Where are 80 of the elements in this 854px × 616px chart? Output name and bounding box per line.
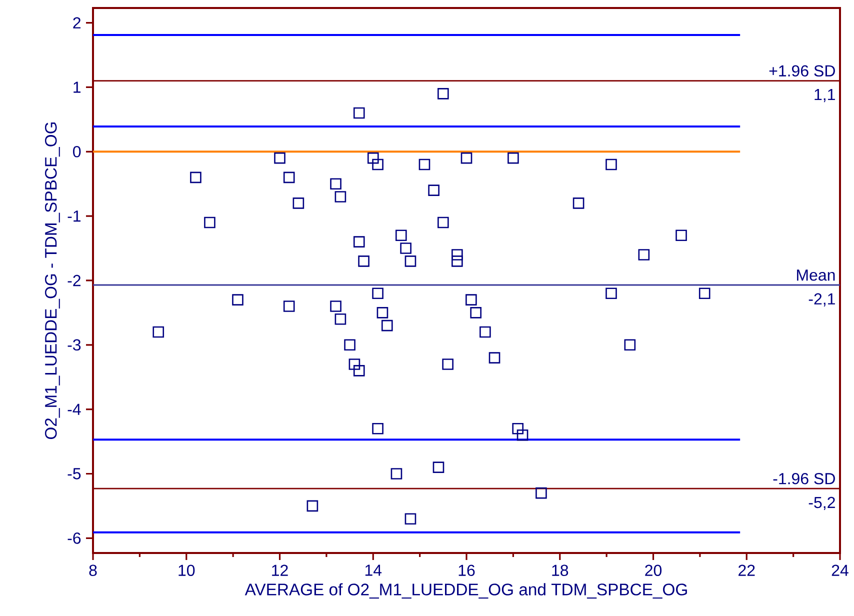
point bbox=[480, 326, 491, 338]
x-tick-label: 24 bbox=[832, 564, 848, 576]
point bbox=[381, 320, 393, 332]
point bbox=[512, 423, 524, 434]
point bbox=[452, 256, 463, 267]
x-tick-label: 10 bbox=[178, 564, 195, 576]
y-tick-label: -1 bbox=[68, 210, 81, 222]
x-tick-label: 22 bbox=[738, 564, 755, 576]
y-tick-label: -2 bbox=[68, 274, 80, 286]
x-tick-label: 12 bbox=[272, 564, 288, 576]
point bbox=[470, 307, 482, 318]
point bbox=[283, 172, 295, 184]
y-tick-label: 1 bbox=[74, 82, 81, 93]
point bbox=[428, 184, 440, 196]
point bbox=[638, 249, 650, 260]
annotation: 1,1 bbox=[814, 89, 835, 102]
point bbox=[624, 339, 636, 351]
point bbox=[344, 339, 356, 351]
point bbox=[376, 307, 388, 318]
point bbox=[442, 358, 454, 370]
point bbox=[372, 423, 384, 434]
point bbox=[516, 429, 528, 441]
point bbox=[418, 158, 430, 170]
point bbox=[358, 256, 370, 267]
point bbox=[190, 172, 202, 184]
point bbox=[334, 191, 346, 202]
point bbox=[330, 300, 342, 312]
point bbox=[372, 288, 384, 300]
ref-line-label: Mean bbox=[797, 270, 835, 281]
point bbox=[452, 249, 463, 260]
point bbox=[460, 152, 472, 164]
point bbox=[400, 242, 412, 254]
point bbox=[353, 365, 365, 376]
point bbox=[606, 158, 617, 170]
ref-line-label: +1.96 SD bbox=[769, 65, 835, 77]
x-tick-label: 20 bbox=[645, 564, 662, 576]
point bbox=[404, 256, 416, 267]
point bbox=[488, 352, 500, 364]
x-tick-label: 18 bbox=[552, 564, 568, 576]
y-tick-label: -6 bbox=[68, 532, 81, 544]
ref-line-label: -1.96 SD bbox=[773, 472, 835, 484]
x-axis-title: AVERAGE of O2_M1_LUEDDE_OG and TDM_SPBCE_OG bbox=[244, 583, 687, 599]
y-tick-label: -5 bbox=[68, 468, 81, 480]
point bbox=[536, 487, 547, 499]
y-tick-label: 2 bbox=[73, 17, 80, 28]
point bbox=[572, 198, 584, 209]
point bbox=[372, 158, 384, 170]
x-tick-label: 8 bbox=[89, 564, 97, 576]
point bbox=[274, 152, 286, 164]
y-tick-label: -4 bbox=[68, 404, 81, 415]
point bbox=[334, 313, 346, 325]
point bbox=[232, 294, 244, 306]
point bbox=[292, 198, 304, 209]
point bbox=[606, 288, 617, 300]
point bbox=[283, 300, 295, 312]
y-tick-label: -3 bbox=[68, 339, 81, 351]
point bbox=[466, 294, 477, 306]
point bbox=[353, 236, 365, 248]
point bbox=[306, 500, 318, 512]
point bbox=[152, 326, 164, 338]
point bbox=[438, 216, 449, 228]
point bbox=[395, 230, 407, 242]
annotation: -2,1 bbox=[808, 293, 835, 306]
x-tick-label: 14 bbox=[365, 564, 382, 576]
point bbox=[330, 178, 342, 190]
x-tick-label: 16 bbox=[458, 564, 475, 576]
point bbox=[438, 88, 449, 100]
point bbox=[353, 107, 365, 119]
point bbox=[404, 513, 416, 524]
y-tick-label: 0 bbox=[73, 146, 81, 158]
point bbox=[390, 468, 402, 480]
point bbox=[204, 216, 216, 228]
annotation: -5,2 bbox=[808, 496, 835, 510]
point bbox=[348, 358, 360, 370]
y-axis-title: O2_M1_LUEDDE_OG - TDM_SPBCE_OG bbox=[44, 122, 60, 439]
point bbox=[508, 152, 519, 164]
point bbox=[367, 152, 379, 164]
point bbox=[676, 230, 687, 242]
point bbox=[698, 288, 710, 300]
point bbox=[432, 462, 444, 473]
